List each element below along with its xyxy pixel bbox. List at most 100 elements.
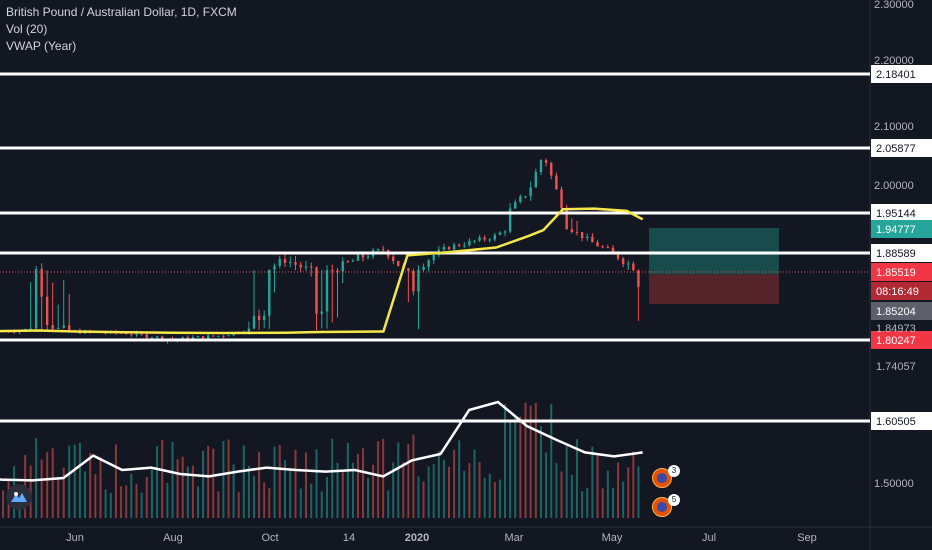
candle-body [135, 332, 138, 335]
volume-bar [268, 488, 271, 518]
volume-bar [289, 469, 292, 518]
candle-body [196, 336, 200, 338]
candle-body [294, 262, 297, 265]
candle-body [145, 334, 148, 338]
candle-body [247, 328, 251, 333]
candle-body [315, 267, 318, 314]
candle-body [493, 234, 497, 240]
volume-bar [601, 488, 604, 518]
candle-body [381, 249, 385, 251]
volume-bar [514, 415, 517, 518]
candle-body [427, 260, 430, 267]
volume-ma-line [0, 400, 643, 482]
price-axis-tick: 1.50000 [874, 478, 914, 490]
volume-bar [120, 486, 123, 518]
volume-indicator-label[interactable]: Vol (20) [6, 22, 48, 36]
candle-body [422, 266, 425, 270]
volume-bar [397, 442, 400, 518]
candle-body [565, 208, 568, 230]
candle-body [310, 266, 313, 268]
stop-zone [649, 274, 779, 304]
vwap-indicator-label[interactable]: VWAP (Year) [6, 39, 77, 53]
volume-bar [524, 402, 527, 518]
volume-bar [637, 466, 640, 518]
volume-bar [294, 449, 297, 518]
level-price-text: 1.80247 [876, 335, 916, 347]
volume-bar [227, 439, 230, 518]
volume-bar [509, 421, 512, 518]
candle-body [591, 236, 594, 243]
candle-body [601, 246, 604, 248]
candle-body [366, 256, 370, 258]
candle-body [201, 336, 205, 339]
symbol-title[interactable]: British Pound / Australian Dollar, 1D, F… [6, 5, 237, 19]
candle-body [29, 328, 32, 330]
candle-body [252, 315, 256, 329]
candle-body [519, 196, 522, 203]
volume-bar [362, 448, 364, 518]
candle-body [539, 160, 543, 173]
price-axis-tick: 2.20000 [874, 55, 914, 67]
volume-bar [114, 444, 117, 518]
price-axis-tick: 2.00000 [874, 180, 914, 192]
volume-bar [545, 452, 548, 518]
price-label-text: 1.94777 [876, 224, 916, 236]
volume-bar [89, 452, 92, 518]
level-price-text: 1.88589 [876, 248, 916, 260]
volume-bar [35, 438, 38, 518]
candle-body [155, 336, 159, 338]
candle-body [392, 256, 395, 261]
level-price-label [871, 65, 932, 83]
volume-bar [284, 460, 286, 518]
avatar-badge: 3 [668, 465, 680, 477]
candle-body [632, 263, 635, 271]
idea-avatar-icon[interactable]: 3 [652, 465, 680, 488]
candle-body [580, 232, 584, 239]
candle-body [555, 175, 558, 190]
price-label-box [871, 263, 932, 281]
volume-bar [341, 471, 344, 518]
volume-bar [202, 450, 205, 518]
volume-bar [46, 452, 49, 518]
candle-body [483, 237, 486, 240]
volume-bar [581, 491, 584, 518]
candle-body [361, 254, 365, 258]
volume-bar [315, 449, 318, 518]
volume-bar [242, 445, 245, 518]
volume-bar [331, 438, 334, 518]
candle-body [356, 254, 360, 261]
candle-body [12, 331, 16, 333]
volume-bar [591, 446, 594, 518]
volume-bar [191, 465, 194, 518]
volume-bar [432, 464, 435, 518]
volume-bar [84, 471, 87, 518]
level-price-label [871, 244, 932, 262]
time-axis-label: Oct [261, 532, 278, 544]
volume-bar [212, 448, 215, 518]
candle-body [351, 260, 355, 262]
volume-bar [442, 459, 445, 518]
volume-bar [463, 470, 466, 518]
time-axis-label: Jun [66, 532, 84, 544]
volume-bar [263, 482, 266, 518]
candle-body [611, 247, 615, 252]
volume-bar [632, 451, 635, 518]
candle-body [62, 325, 65, 328]
idea-avatar-icon[interactable]: 5 [652, 494, 680, 517]
volume-bar [232, 464, 235, 518]
volume-bar [560, 471, 563, 518]
volume-bar [166, 482, 169, 518]
volume-bar [529, 405, 532, 518]
volume-bar [519, 416, 522, 518]
volume-bar [570, 474, 573, 518]
tradingview-logo-icon[interactable] [6, 484, 32, 510]
volume-bar [622, 481, 625, 518]
candle-body [262, 315, 266, 320]
volume-bar [135, 483, 138, 518]
volume-bar [217, 491, 220, 518]
volume-bar [586, 487, 589, 518]
volume-bar [407, 443, 410, 518]
candle-body [40, 269, 43, 297]
